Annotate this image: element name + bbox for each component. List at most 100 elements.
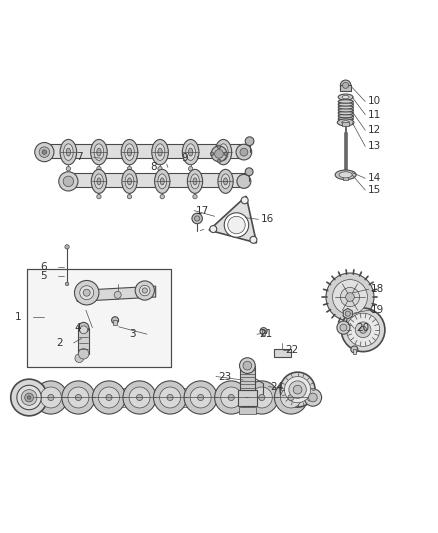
- Ellipse shape: [92, 381, 126, 414]
- Circle shape: [194, 216, 200, 221]
- Ellipse shape: [193, 178, 197, 185]
- Ellipse shape: [223, 178, 227, 185]
- Bar: [274, 349, 291, 357]
- Text: 5: 5: [40, 271, 47, 281]
- Ellipse shape: [60, 140, 77, 165]
- Circle shape: [210, 152, 214, 156]
- Text: 13: 13: [367, 141, 381, 151]
- Circle shape: [193, 195, 197, 199]
- Circle shape: [83, 289, 90, 296]
- Ellipse shape: [188, 148, 193, 156]
- Ellipse shape: [184, 381, 217, 414]
- Ellipse shape: [339, 172, 352, 178]
- Text: 1: 1: [15, 312, 21, 322]
- Text: 19: 19: [371, 305, 384, 315]
- Ellipse shape: [34, 381, 67, 414]
- Circle shape: [80, 326, 88, 334]
- Ellipse shape: [251, 387, 272, 408]
- Ellipse shape: [259, 394, 265, 400]
- Ellipse shape: [158, 148, 162, 156]
- Polygon shape: [27, 269, 171, 367]
- Circle shape: [224, 152, 228, 156]
- Ellipse shape: [125, 174, 134, 189]
- Circle shape: [78, 322, 89, 333]
- Circle shape: [245, 137, 254, 146]
- Ellipse shape: [281, 387, 301, 408]
- Circle shape: [341, 308, 385, 352]
- Circle shape: [355, 322, 371, 338]
- Ellipse shape: [167, 394, 173, 400]
- Text: 7: 7: [76, 152, 83, 163]
- Text: 24: 24: [271, 382, 284, 392]
- Ellipse shape: [95, 174, 103, 189]
- Bar: [240, 366, 255, 390]
- Circle shape: [215, 149, 223, 158]
- Bar: [244, 389, 260, 407]
- Circle shape: [236, 144, 252, 160]
- Ellipse shape: [338, 100, 353, 103]
- Ellipse shape: [155, 169, 170, 193]
- Circle shape: [160, 195, 164, 199]
- Circle shape: [308, 393, 317, 402]
- Text: 11: 11: [367, 110, 381, 119]
- Circle shape: [217, 159, 221, 163]
- Bar: [262, 330, 265, 335]
- Circle shape: [217, 145, 221, 149]
- Polygon shape: [209, 196, 257, 243]
- Text: 21: 21: [259, 329, 272, 339]
- Ellipse shape: [191, 174, 199, 189]
- Bar: [78, 328, 89, 354]
- Circle shape: [39, 147, 49, 157]
- Ellipse shape: [40, 387, 61, 408]
- Circle shape: [260, 328, 267, 335]
- Bar: [353, 350, 356, 354]
- Ellipse shape: [123, 381, 156, 414]
- Ellipse shape: [155, 144, 165, 160]
- Ellipse shape: [215, 381, 248, 414]
- Circle shape: [210, 225, 217, 232]
- Bar: [55, 389, 71, 407]
- Circle shape: [340, 80, 351, 91]
- Circle shape: [332, 280, 367, 314]
- Circle shape: [188, 166, 193, 171]
- Ellipse shape: [48, 394, 54, 400]
- Ellipse shape: [338, 103, 353, 106]
- Ellipse shape: [338, 114, 353, 118]
- Text: 10: 10: [367, 96, 381, 107]
- Bar: [113, 320, 117, 326]
- Circle shape: [237, 174, 251, 188]
- Ellipse shape: [187, 169, 203, 193]
- Circle shape: [140, 285, 150, 296]
- Bar: [342, 122, 349, 126]
- Circle shape: [340, 324, 347, 331]
- Circle shape: [65, 245, 69, 249]
- Circle shape: [80, 286, 94, 300]
- Ellipse shape: [158, 174, 166, 189]
- Ellipse shape: [97, 178, 101, 185]
- Circle shape: [127, 166, 132, 171]
- Ellipse shape: [228, 394, 234, 400]
- Circle shape: [97, 195, 101, 199]
- Ellipse shape: [127, 148, 132, 156]
- Circle shape: [326, 273, 374, 321]
- Circle shape: [142, 288, 148, 293]
- Circle shape: [114, 292, 121, 298]
- Ellipse shape: [337, 119, 354, 126]
- Circle shape: [289, 381, 306, 398]
- Circle shape: [280, 372, 315, 407]
- Ellipse shape: [335, 170, 356, 180]
- Polygon shape: [77, 286, 155, 302]
- Circle shape: [343, 82, 349, 88]
- Circle shape: [158, 166, 162, 171]
- Circle shape: [11, 379, 47, 416]
- Circle shape: [66, 166, 71, 171]
- Ellipse shape: [338, 108, 353, 112]
- Circle shape: [21, 390, 37, 405]
- Ellipse shape: [288, 394, 294, 400]
- Ellipse shape: [159, 387, 180, 408]
- Circle shape: [360, 326, 367, 333]
- Circle shape: [135, 281, 154, 300]
- Circle shape: [97, 166, 101, 171]
- Ellipse shape: [121, 140, 138, 165]
- Circle shape: [240, 148, 248, 156]
